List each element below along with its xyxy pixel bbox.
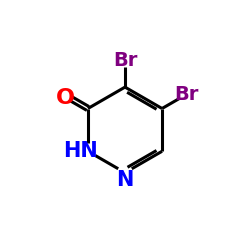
Text: Br: Br — [113, 51, 137, 70]
Text: Br: Br — [174, 84, 199, 103]
Text: N: N — [116, 170, 134, 190]
Text: HN: HN — [63, 141, 98, 161]
Text: O: O — [56, 88, 75, 108]
